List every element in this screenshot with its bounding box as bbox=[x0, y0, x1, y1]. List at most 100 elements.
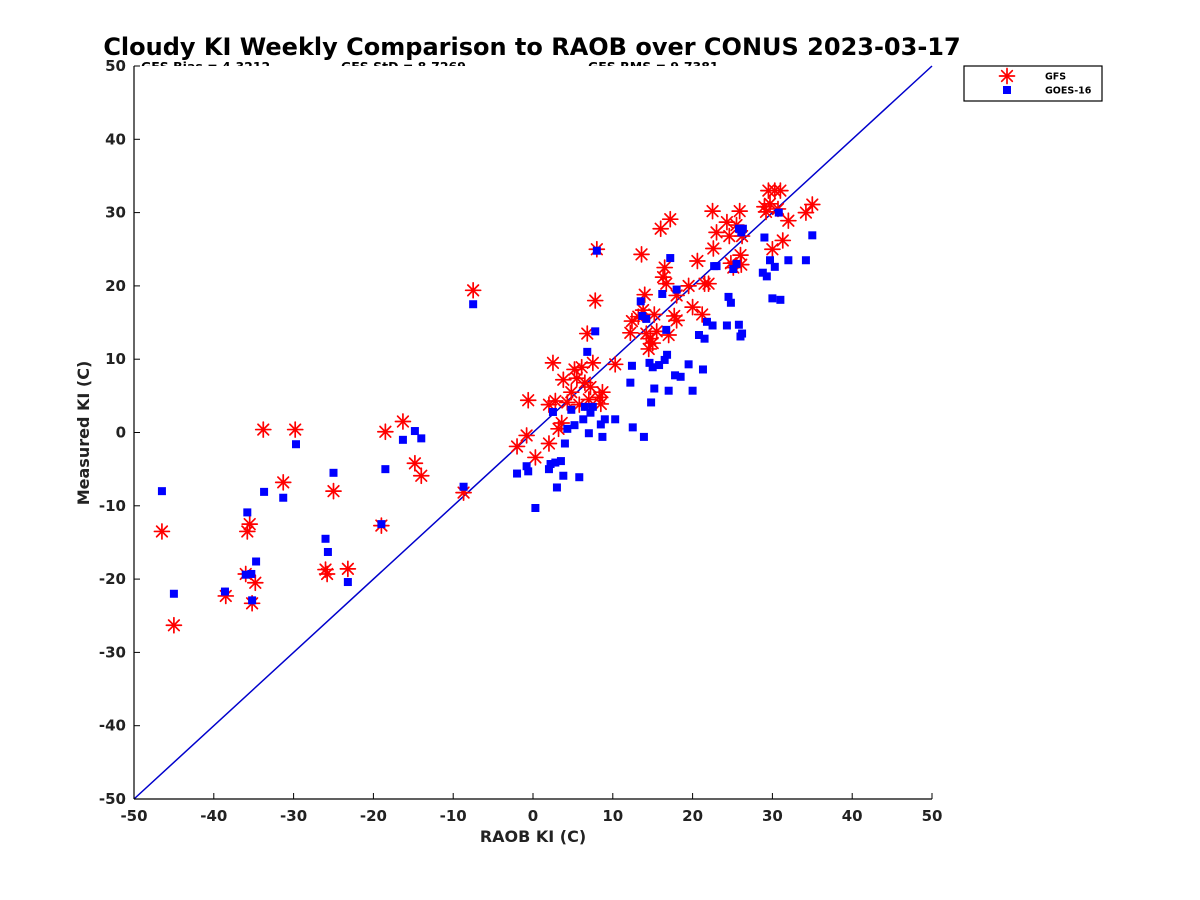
legend-item-goes16: GOES-16 bbox=[1003, 86, 1092, 97]
goes16-point bbox=[524, 467, 533, 476]
goes16-point bbox=[639, 432, 648, 441]
gfs-point bbox=[518, 427, 535, 444]
goes16-point bbox=[343, 578, 352, 587]
goes16-point bbox=[729, 265, 738, 274]
gfs-point bbox=[573, 358, 591, 376]
goes16-point bbox=[738, 329, 747, 338]
gfs-point bbox=[797, 204, 815, 221]
goes16-point bbox=[584, 429, 593, 438]
goes16-point bbox=[600, 415, 609, 424]
y-tick-label: 10 bbox=[105, 350, 126, 368]
goes16-point bbox=[698, 365, 707, 374]
legend: GFS GOES-16 bbox=[963, 65, 1103, 102]
goes16-point bbox=[660, 355, 669, 364]
gfs-point bbox=[772, 182, 789, 199]
goes16-point bbox=[551, 458, 560, 467]
gfs-point bbox=[644, 334, 662, 352]
goes16-point bbox=[774, 208, 783, 217]
gfs-point bbox=[464, 281, 482, 299]
goes16-point bbox=[626, 378, 635, 387]
y-tick-label: -50 bbox=[99, 790, 126, 808]
goes16-point bbox=[459, 482, 468, 491]
goes16-point bbox=[784, 256, 793, 265]
gfs-point bbox=[325, 482, 342, 500]
x-tick-label: -40 bbox=[200, 807, 227, 825]
goes16-point bbox=[583, 347, 592, 356]
goes16-point bbox=[712, 262, 721, 271]
goes16-point bbox=[671, 371, 680, 380]
goes16-point bbox=[768, 294, 777, 303]
x-axis-label: RAOB KI (C) bbox=[480, 827, 586, 846]
goes16-point bbox=[552, 483, 561, 492]
gfs-point bbox=[680, 277, 697, 295]
legend-label: GFS bbox=[1045, 72, 1066, 83]
gfs-point bbox=[774, 232, 792, 249]
goes16-point bbox=[248, 596, 257, 605]
reference-line-group bbox=[133, 65, 933, 800]
goes16-point bbox=[220, 587, 229, 596]
goes16-point bbox=[588, 402, 597, 411]
gfs-point bbox=[652, 220, 670, 238]
y-axis-label: Measured KI (C) bbox=[74, 361, 93, 506]
goes16-point bbox=[770, 262, 779, 271]
y-tick-label: -40 bbox=[99, 717, 126, 735]
goes16-point bbox=[726, 298, 735, 307]
goes16-point bbox=[546, 460, 555, 469]
x-tick-label: -10 bbox=[440, 807, 467, 825]
goes16-point bbox=[655, 361, 664, 370]
goes16-point bbox=[260, 487, 269, 496]
gfs-point bbox=[594, 383, 611, 401]
y-axis-ticks: -50 -40 -30 -20 -10 0 10 20 30 40 50 bbox=[99, 57, 140, 808]
goes16-point bbox=[694, 331, 703, 340]
goes16-point bbox=[645, 358, 654, 367]
legend-label: GOES-16 bbox=[1045, 86, 1092, 97]
gfs-point bbox=[689, 252, 706, 270]
gfs-point bbox=[704, 240, 722, 257]
goes16-point bbox=[738, 224, 747, 233]
x-tick-label: 20 bbox=[682, 807, 703, 825]
goes16-point bbox=[762, 272, 771, 281]
goes16-point bbox=[648, 363, 657, 372]
goes16-point bbox=[559, 471, 568, 480]
goes16-point bbox=[157, 487, 166, 496]
gfs-point bbox=[761, 195, 779, 213]
goes16-point bbox=[592, 246, 601, 255]
goes16-point bbox=[169, 589, 178, 598]
x-axis-ticks: -50 -40 -30 -20 -10 0 10 20 30 40 50 bbox=[120, 793, 942, 825]
x-tick-label: 10 bbox=[602, 807, 623, 825]
goes16-point bbox=[776, 295, 785, 304]
gfs-point bbox=[153, 523, 171, 540]
gfs-point bbox=[554, 371, 572, 389]
x-tick-label: -20 bbox=[360, 807, 387, 825]
data-points bbox=[153, 182, 821, 634]
goes16-point bbox=[241, 570, 250, 579]
goes16-point bbox=[724, 292, 733, 301]
gfs-point bbox=[519, 391, 537, 409]
gfs-point bbox=[165, 616, 183, 634]
goes16-point bbox=[801, 256, 810, 265]
legend-marker-goes16 bbox=[1003, 86, 1011, 94]
goes16-point bbox=[252, 557, 261, 566]
goes16-point bbox=[666, 254, 675, 263]
gfs-point bbox=[377, 423, 394, 441]
x-tick-label: 40 bbox=[842, 807, 863, 825]
goes16-point bbox=[808, 231, 817, 240]
goes16-point bbox=[760, 233, 769, 242]
gfs-point bbox=[606, 355, 624, 373]
series-goes-16 bbox=[157, 208, 817, 605]
goes16-point bbox=[700, 334, 709, 343]
gfs-point bbox=[562, 383, 580, 401]
y-tick-label: 0 bbox=[116, 424, 126, 442]
x-tick-label: -50 bbox=[120, 807, 147, 825]
gfs-point bbox=[645, 306, 663, 323]
goes16-point bbox=[560, 439, 569, 448]
goes16-point bbox=[580, 402, 589, 411]
goes16-point bbox=[636, 297, 645, 306]
gfs-point bbox=[668, 312, 685, 329]
goes16-point bbox=[398, 435, 407, 444]
gfs-point bbox=[568, 369, 586, 387]
y-tick-label: -30 bbox=[99, 643, 126, 661]
goes16-point bbox=[642, 314, 651, 323]
goes16-point bbox=[321, 534, 330, 543]
